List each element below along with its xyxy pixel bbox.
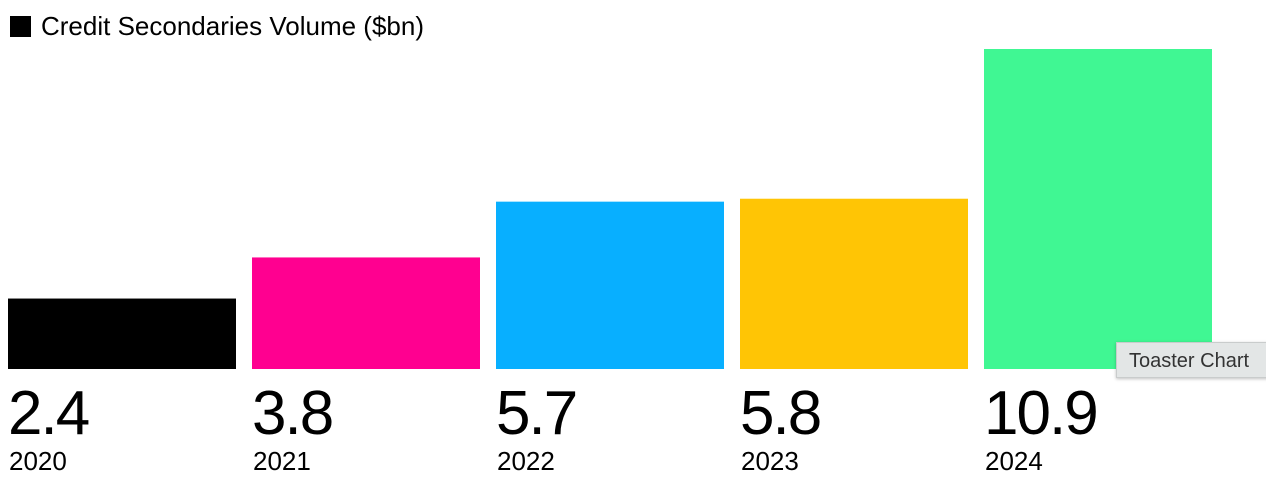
bar-2021: [252, 257, 480, 369]
legend-label: Credit Secondaries Volume ($bn): [41, 11, 424, 41]
category-label-2020: 2020: [9, 446, 67, 476]
bar-2020: [8, 298, 236, 369]
value-label-2020: 2.4: [8, 379, 89, 448]
value-label-2023: 5.8: [740, 379, 820, 448]
bar-2022: [496, 201, 724, 369]
bar-2023: [740, 198, 968, 369]
legend-swatch: [10, 15, 31, 37]
chart-tooltip: Toaster Chart: [1116, 342, 1266, 378]
category-label-2024: 2024: [985, 446, 1043, 476]
value-label-2024: 10.9: [984, 379, 1097, 448]
value-label-2021: 3.8: [252, 379, 332, 448]
category-label-2022: 2022: [497, 446, 555, 476]
value-label-2022: 5.7: [496, 379, 576, 448]
category-label-2021: 2021: [253, 446, 311, 476]
category-label-2023: 2023: [741, 446, 799, 476]
bar-2024: [984, 49, 1212, 369]
chart-legend: Credit Secondaries Volume ($bn): [10, 10, 424, 42]
